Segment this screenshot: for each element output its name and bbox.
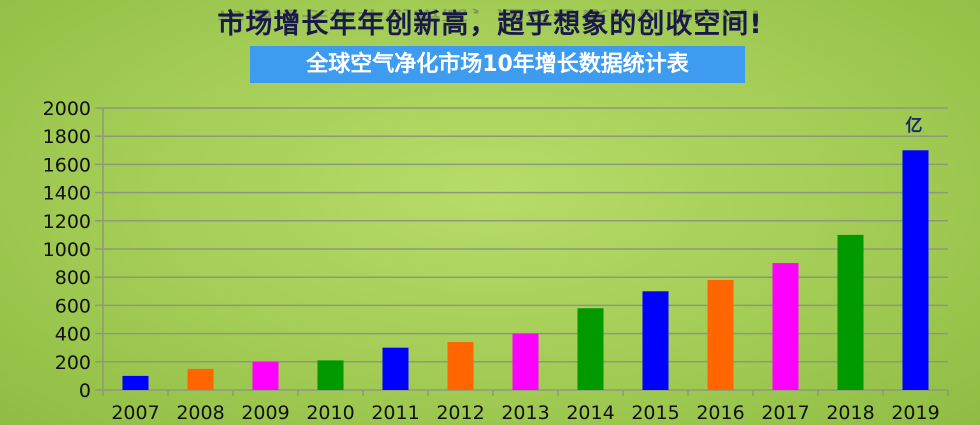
bar-2016 — [707, 280, 734, 390]
x-tick-label: 2010 — [306, 402, 354, 424]
y-tick-label: 1400 — [43, 183, 91, 205]
bar-2010 — [317, 360, 344, 390]
y-tick-label: 2000 — [43, 98, 91, 120]
bar-2013 — [512, 333, 539, 390]
bar-2017 — [772, 263, 799, 390]
bar-2012 — [447, 342, 474, 390]
bar-2014 — [577, 308, 604, 390]
x-tick-label: 2014 — [566, 402, 614, 424]
bar-2019 — [902, 150, 929, 390]
x-tick-label: 2016 — [696, 402, 744, 424]
y-tick-label: 200 — [55, 352, 91, 374]
x-tick-label: 2012 — [436, 402, 484, 424]
bar-2007 — [122, 375, 149, 390]
bar-2018 — [837, 234, 864, 390]
x-tick-label: 2008 — [176, 402, 224, 424]
y-tick-label: 1800 — [43, 126, 91, 148]
x-tick-label: 2015 — [631, 402, 679, 424]
x-tick-label: 2019 — [891, 402, 939, 424]
bar-2011 — [382, 347, 409, 390]
y-tick-label: 400 — [55, 324, 91, 346]
x-tick-label: 2013 — [501, 402, 549, 424]
chart-title-banner: 全球空气净化市场10年增长数据统计表 — [250, 46, 745, 83]
y-tick-label: 600 — [55, 295, 91, 317]
x-tick-label: 2017 — [761, 402, 809, 424]
unit-label: 亿 — [906, 115, 923, 136]
y-tick-label: 1200 — [43, 211, 91, 233]
y-tick-label: 1000 — [43, 239, 91, 261]
bar-2009 — [252, 361, 279, 390]
x-tick-label: 2011 — [371, 402, 419, 424]
y-tick-label: 800 — [55, 267, 91, 289]
x-tick-label: 2007 — [111, 402, 159, 424]
y-tick-label: 1600 — [43, 154, 91, 176]
bar-2008 — [187, 368, 214, 390]
x-tick-label: 2018 — [826, 402, 874, 424]
bar-2015 — [642, 291, 669, 390]
headline: 市场增长年年创新高，超乎想象的创收空间! — [217, 9, 763, 40]
y-tick-label: 0 — [79, 380, 91, 402]
x-tick-label: 2009 — [241, 402, 289, 424]
